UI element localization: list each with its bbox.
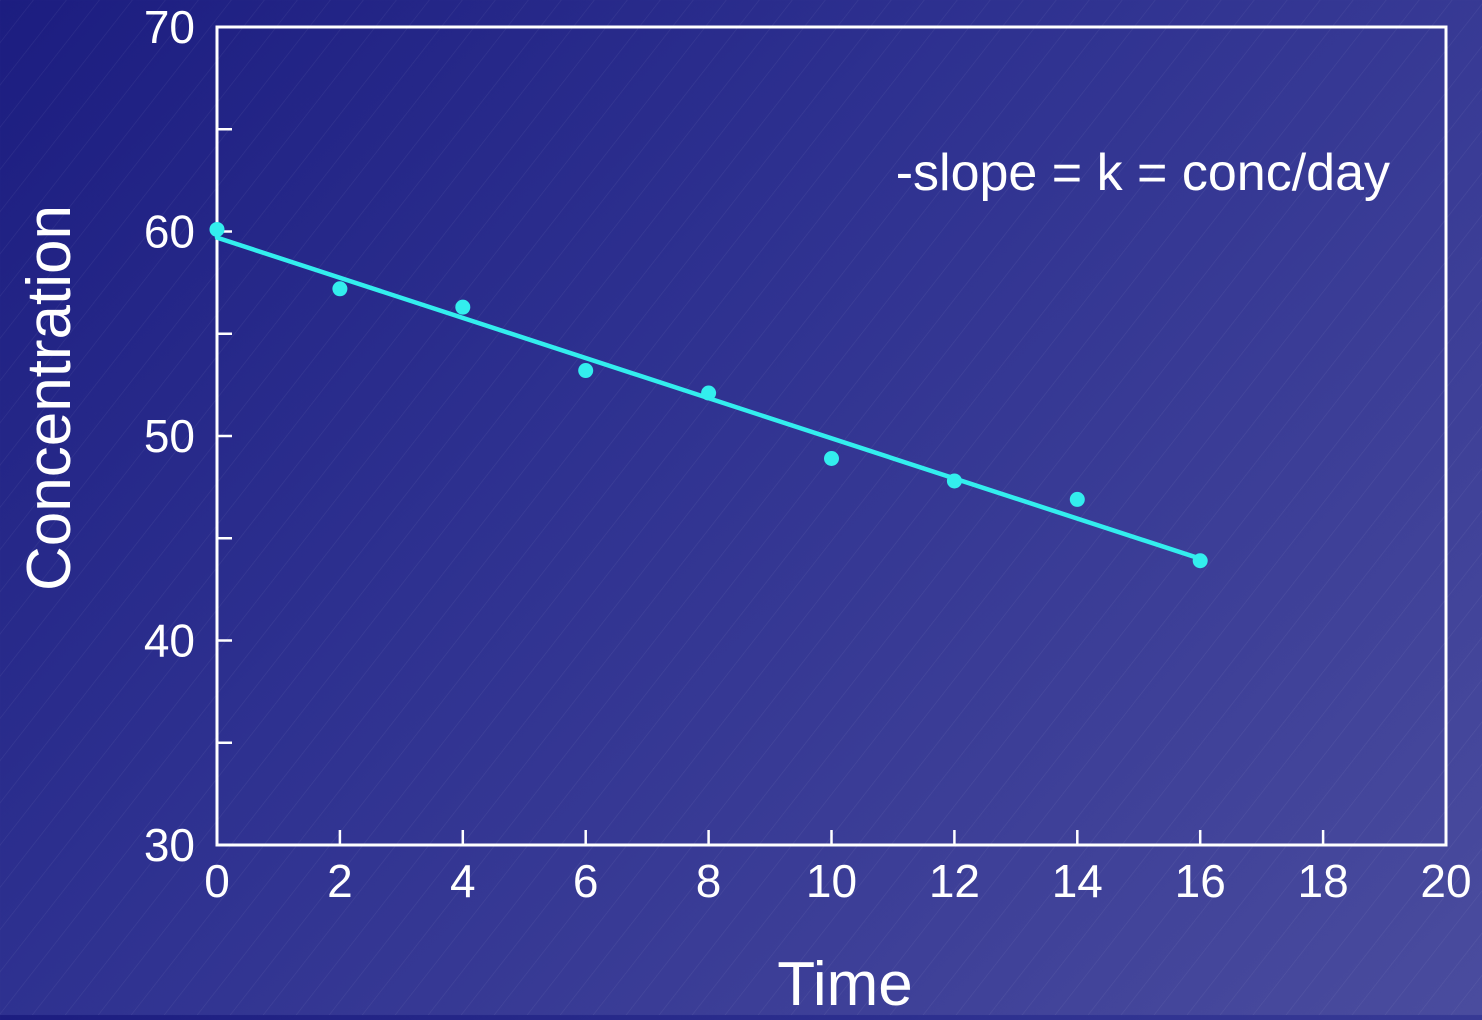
x-tick-label: 10	[806, 855, 857, 907]
slope-annotation: -slope = k = conc/day	[896, 144, 1390, 202]
x-tick-label: 0	[204, 855, 230, 907]
y-tick-label: 40	[144, 615, 195, 667]
x-tick-label: 14	[1052, 855, 1103, 907]
data-point	[824, 450, 839, 466]
plot-area: 0 2 4 6 8 10 12 14 16 18 20 30 40 50 60 70	[144, 1, 1472, 907]
y-tick-label: 50	[144, 410, 195, 462]
x-tick-label: 16	[1175, 855, 1226, 907]
data-point	[701, 385, 717, 401]
data-point	[209, 221, 225, 237]
data-point	[1192, 553, 1208, 569]
x-tick-label: 20	[1420, 855, 1471, 907]
x-tick-label: 8	[696, 855, 722, 907]
x-axis-label: Time	[777, 950, 912, 1015]
x-tick-label: 6	[573, 855, 599, 907]
y-tick-label: 30	[144, 819, 195, 871]
x-tick-label: 2	[327, 855, 353, 907]
data-point	[946, 473, 962, 489]
x-tick-label: 18	[1298, 855, 1349, 907]
y-axis-label: Concentration	[15, 205, 84, 591]
data-point	[578, 363, 594, 379]
x-tick-label: 4	[450, 855, 476, 907]
data-point	[1069, 491, 1085, 507]
data-point	[332, 281, 348, 297]
data-point	[455, 299, 471, 315]
x-tick-label: 12	[929, 855, 980, 907]
y-tick-label: 60	[144, 206, 195, 258]
y-tick-label: 70	[144, 1, 195, 53]
